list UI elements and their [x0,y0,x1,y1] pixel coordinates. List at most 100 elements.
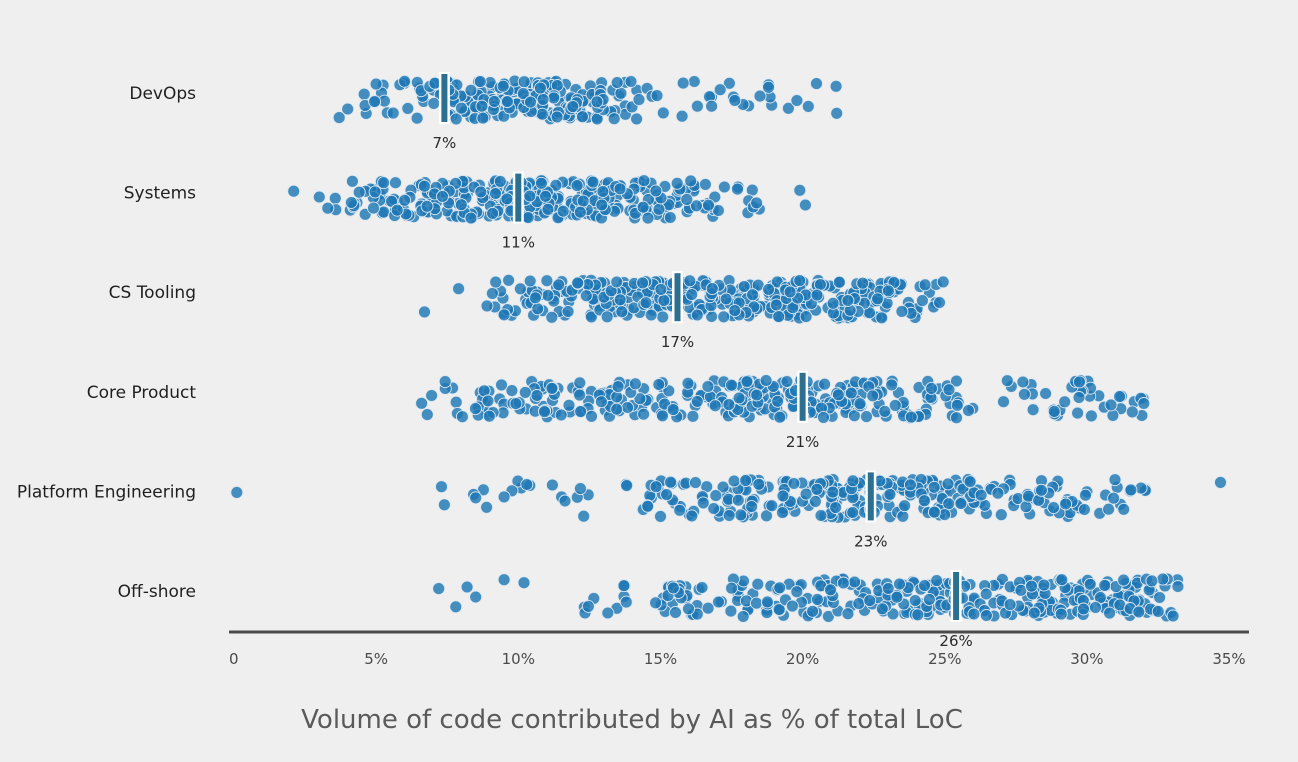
data-point [830,106,844,120]
data-point [652,378,666,391]
data-point [497,490,511,504]
data-point [398,74,412,88]
data-point [817,410,830,424]
data-point [1077,503,1091,516]
data-point [936,275,950,289]
data-point [793,274,807,288]
data-point [745,500,759,514]
data-point [790,585,804,599]
data-point [863,594,877,608]
data-point [541,202,555,216]
data-point [793,183,807,197]
data-point [769,298,783,312]
data-point [942,383,956,397]
data-point [432,582,446,596]
data-point [967,607,981,621]
data-point [717,310,731,324]
data-point [810,482,824,496]
data-point [590,95,604,109]
data-point [1153,591,1167,604]
data-point [922,592,936,606]
data-point [1071,406,1085,420]
data-point [979,587,993,601]
data-point [917,494,931,508]
data-point [516,87,530,101]
data-point [1039,387,1053,400]
data-point [656,409,669,423]
data-point [941,477,955,491]
data-point [518,385,532,399]
data-point [573,388,587,402]
data-point [474,185,488,199]
data-point [469,402,482,416]
data-point [751,577,765,591]
data-point [644,308,658,322]
data-point [707,502,721,515]
median-marker-bar [674,273,681,322]
median-marker [438,72,450,124]
category-label: Systems [124,184,196,204]
data-point [814,509,828,522]
data-point [722,76,736,90]
data-point [903,478,917,492]
data-point [1156,572,1170,586]
median-label: 26% [939,632,972,650]
data-point [615,305,629,319]
data-point [636,200,650,214]
data-point [368,95,382,108]
series-cs-tooling [418,273,950,325]
data-point [600,310,614,324]
median-label: 17% [661,333,694,351]
data-point [617,579,631,593]
data-point [495,378,508,392]
data-point [701,380,715,393]
data-point [425,389,439,402]
data-point [493,174,507,188]
data-point [581,599,595,613]
data-point [321,201,335,215]
data-point [752,477,766,491]
data-point [841,607,855,621]
data-point [614,86,628,100]
data-point [734,508,748,522]
data-point [524,95,537,109]
data-point [785,599,799,613]
data-point [357,87,371,101]
data-point [481,394,495,408]
median-marker-bar [799,372,806,421]
data-point [576,110,589,124]
data-point [698,177,712,191]
data-point [377,176,391,190]
data-point [717,180,731,194]
data-point [918,579,932,593]
data-point [454,198,468,212]
data-point [832,275,846,289]
data-point [476,111,490,125]
data-point [1026,403,1040,417]
data-point [753,89,767,103]
data-point [701,601,715,615]
medians-layer: 7% 11% 17% 21% 23% 26% [433,72,973,650]
data-point [641,499,655,513]
data-point [675,109,689,123]
data-point [908,594,922,607]
data-point [713,83,727,97]
data-point [669,606,682,619]
data-point [566,100,580,114]
data-point [482,409,496,423]
data-point [666,403,680,417]
data-point [573,205,587,219]
data-point [773,581,787,595]
data-point [562,398,576,412]
data-point [881,284,895,298]
data-point [1098,578,1112,592]
data-point [810,77,823,91]
data-point [230,485,244,499]
data-point [1054,607,1068,621]
data-point [452,282,466,296]
data-point [853,397,867,411]
data-point [895,304,909,318]
data-point [528,291,542,305]
data-point [545,310,559,324]
data-point [341,102,355,116]
